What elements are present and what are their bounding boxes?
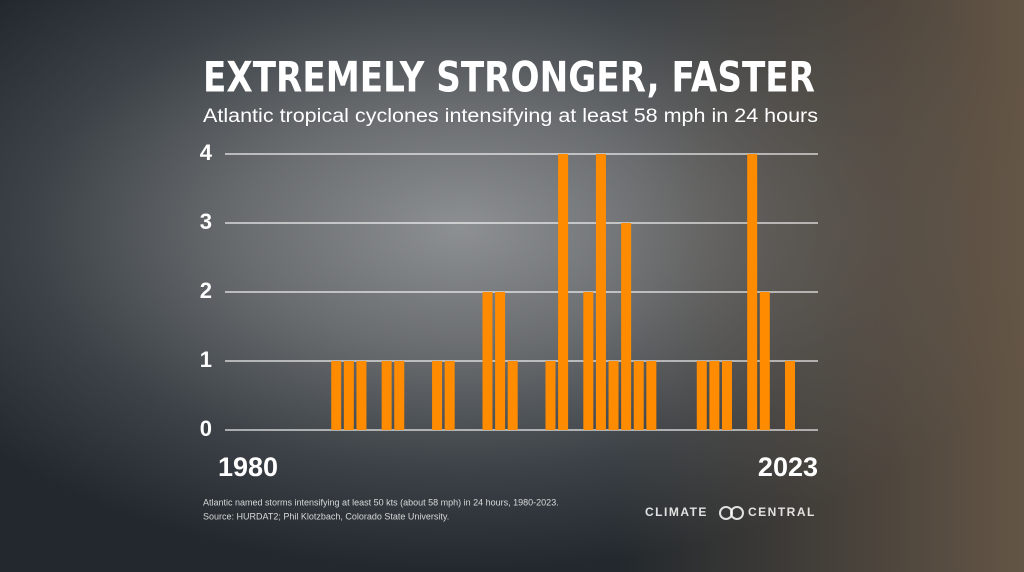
bar xyxy=(759,292,770,430)
bar xyxy=(331,361,342,430)
footnote: Atlantic named storms intensifying at le… xyxy=(203,497,559,507)
x-tick-label: 1980 xyxy=(218,452,278,482)
y-tick-label: 4 xyxy=(200,140,213,165)
bar xyxy=(394,361,405,430)
bar xyxy=(507,361,518,430)
bar xyxy=(545,361,556,430)
bar xyxy=(558,154,569,430)
chart-title: EXTREMELY STRONGER, FASTER xyxy=(203,53,815,102)
logo-text: CLIMATE xyxy=(645,505,708,519)
bar xyxy=(444,361,455,430)
bar xyxy=(608,361,619,430)
bar xyxy=(381,361,392,430)
y-tick-label: 3 xyxy=(200,209,212,234)
y-tick-label: 0 xyxy=(200,416,212,441)
bar xyxy=(356,361,367,430)
bar xyxy=(595,154,606,430)
logo-text: CENTRAL xyxy=(748,505,816,519)
bar xyxy=(343,361,354,430)
bar xyxy=(482,292,493,430)
bar xyxy=(432,361,443,430)
bar xyxy=(785,361,795,430)
chart-subtitle: Atlantic tropical cyclones intensifying … xyxy=(203,106,818,127)
bar xyxy=(621,223,632,430)
bar xyxy=(633,361,644,430)
footnote: Source: HURDAT2; Phil Klotzbach, Colorad… xyxy=(203,511,449,521)
bar xyxy=(721,361,732,430)
bar xyxy=(495,292,506,430)
logo-icon xyxy=(730,506,744,520)
bar xyxy=(696,361,707,430)
y-tick-label: 2 xyxy=(200,278,212,303)
bar xyxy=(747,154,758,430)
bar xyxy=(646,361,657,430)
y-tick-label: 1 xyxy=(200,347,212,372)
bar xyxy=(583,292,594,430)
x-tick-label: 2023 xyxy=(758,452,818,482)
bar xyxy=(709,361,720,430)
